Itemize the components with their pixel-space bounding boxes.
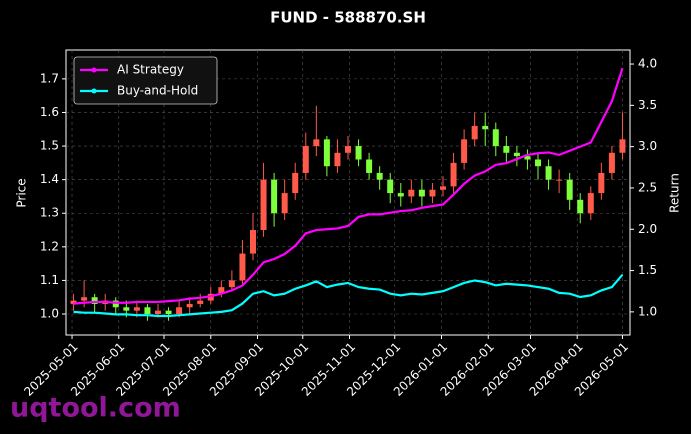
candle-body	[281, 193, 288, 214]
y-tick-label: 1.1	[40, 273, 59, 287]
candle-body	[619, 139, 626, 153]
candle-body	[154, 310, 161, 315]
candle-body	[387, 179, 394, 194]
candle-body	[144, 307, 151, 315]
series-line	[73, 67, 624, 305]
candle-body	[566, 179, 573, 200]
candle-body	[577, 199, 584, 214]
candle-body	[556, 179, 563, 181]
y-tick-label: 1.4	[40, 172, 59, 186]
candle-body	[186, 303, 193, 308]
chart-title: FUND - 588870.SH	[270, 9, 426, 27]
y2-tick-label: 3.0	[638, 139, 657, 153]
candle-body	[376, 172, 383, 180]
candle-body	[218, 287, 225, 294]
candle-body	[587, 193, 594, 214]
candle-body	[397, 193, 404, 197]
candle-body	[313, 139, 320, 147]
candle-body	[598, 172, 605, 194]
candle-body	[608, 152, 615, 173]
y-tick-label: 1.3	[40, 206, 59, 220]
candle-body	[366, 159, 373, 173]
candle-body	[524, 156, 531, 160]
candle-body	[471, 125, 478, 140]
legend-label: Buy-and-Hold	[117, 84, 198, 98]
y2-tick-label: 1.5	[638, 263, 657, 277]
y2-axis-label: Return	[668, 173, 682, 213]
candle-body	[249, 230, 256, 254]
candle-body	[112, 300, 119, 308]
candle-body	[228, 280, 235, 288]
candle-body	[355, 146, 362, 160]
candle-body	[292, 172, 299, 194]
series-line	[73, 273, 624, 318]
legend-marker	[91, 67, 97, 73]
candle-body	[197, 300, 204, 304]
legend-box	[73, 56, 218, 105]
candle-body	[408, 189, 415, 197]
candle-body	[70, 300, 77, 304]
candle-body	[461, 139, 468, 163]
y2-tick-label: 4.0	[638, 57, 657, 71]
candle-body	[302, 146, 309, 173]
candle-body	[334, 152, 341, 167]
candle-body	[123, 307, 130, 311]
candle-body	[545, 166, 552, 180]
y-tick-label: 1.7	[40, 71, 59, 85]
candle-body	[513, 152, 520, 157]
y-tick-label: 1.6	[40, 105, 59, 119]
candle-body	[133, 307, 140, 311]
y2-tick-label: 2.5	[638, 180, 657, 194]
y-tick-label: 1.0	[40, 307, 59, 321]
y-tick-label: 1.2	[40, 239, 59, 253]
candle-body	[260, 179, 267, 231]
watermark: uqtool.com	[10, 393, 181, 424]
candle-body	[418, 189, 425, 197]
candle-body	[323, 139, 330, 167]
candle-body	[492, 129, 499, 147]
candle-body	[482, 125, 489, 130]
candle-body	[239, 253, 246, 281]
candle-body	[91, 297, 98, 304]
candle-body	[429, 189, 436, 197]
y-tick-label: 1.5	[40, 139, 59, 153]
candle-body	[440, 186, 447, 190]
candle-body	[165, 310, 172, 315]
candle-body	[503, 146, 510, 153]
candle-body	[450, 162, 457, 187]
candle-body	[271, 179, 278, 214]
candle-body	[176, 307, 183, 315]
candle-body	[345, 146, 351, 153]
candle-body	[535, 159, 542, 167]
legend-label: AI Strategy	[117, 63, 184, 77]
y2-tick-label: 2.0	[638, 222, 657, 236]
y2-tick-label: 1.0	[638, 304, 657, 318]
legend-marker	[91, 88, 97, 94]
y-axis-label: Price	[15, 178, 29, 207]
y2-tick-label: 3.5	[638, 98, 657, 112]
candle-body	[81, 297, 88, 301]
